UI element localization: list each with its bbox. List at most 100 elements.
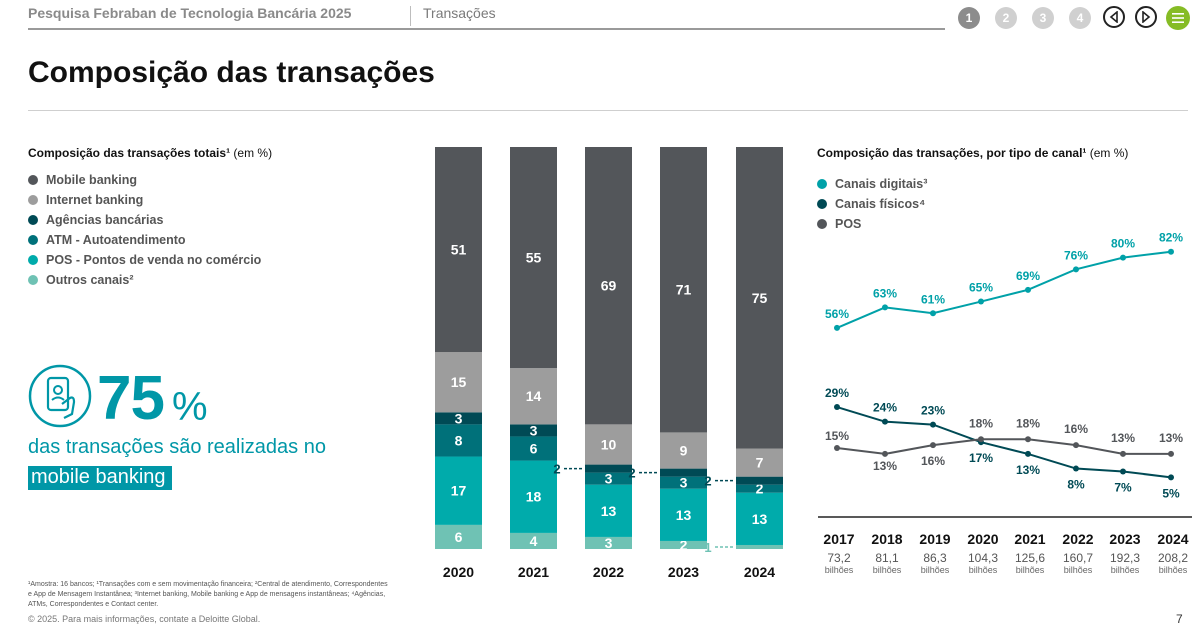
legend-dot	[28, 255, 38, 265]
total-unit: bilhões	[825, 565, 854, 575]
data-point	[1120, 468, 1126, 475]
page-button-1[interactable]: 1	[958, 7, 980, 29]
bar-segment	[435, 524, 482, 549]
mobile-banking-icon	[28, 364, 92, 428]
x-tick-label: 2023	[1109, 531, 1140, 547]
total-unit: bilhões	[1064, 565, 1093, 575]
bar-segment	[585, 484, 632, 537]
data-label: 2	[680, 537, 688, 553]
bar-segment	[510, 424, 557, 437]
bar-segment	[585, 424, 632, 465]
bar-segment	[660, 432, 707, 469]
bar-segment	[435, 147, 482, 353]
legend-canais-digitais: Canais digitais³	[817, 177, 927, 191]
data-label: 13%	[1111, 431, 1135, 445]
total-value: 208,2	[1158, 551, 1188, 565]
previous-button[interactable]	[1103, 6, 1125, 28]
total-value: 160,7	[1063, 551, 1093, 565]
data-label: 15%	[825, 429, 849, 443]
data-label: 80%	[1111, 237, 1135, 251]
data-label: 8%	[1067, 478, 1085, 492]
chevron-left-icon	[1109, 11, 1118, 23]
line-chart: 56% 63% 61% 65% 69% 76% 80% 82% 29% 24% 23% 17% 13% 8…	[818, 231, 1192, 575]
data-label: 3	[455, 410, 463, 426]
series-line	[836, 438, 1171, 455]
data-label: 3	[605, 471, 613, 487]
data-point	[930, 310, 936, 317]
data-label: 6	[530, 441, 538, 457]
total-value: 125,6	[1015, 551, 1045, 565]
data-point	[1025, 286, 1031, 293]
page-button-2[interactable]: 2	[995, 7, 1017, 29]
data-label: 16%	[921, 454, 945, 468]
bar-segment	[585, 464, 632, 473]
data-label: 24%	[873, 401, 897, 415]
highlight-number: 75	[97, 364, 165, 433]
menu-button[interactable]	[1166, 6, 1190, 30]
data-point	[1073, 266, 1079, 273]
data-label: 2	[628, 466, 635, 481]
data-point	[834, 404, 840, 411]
legend-dot	[28, 175, 38, 185]
page-number: 7	[1176, 612, 1183, 626]
header-divider	[410, 6, 411, 26]
data-point	[882, 418, 888, 425]
total-value: 86,3	[923, 551, 947, 565]
x-tick-label: 2023	[668, 564, 699, 580]
bar-segment	[585, 472, 632, 485]
data-label: 2	[553, 462, 560, 477]
highlight-emphasis: mobile banking	[28, 466, 172, 490]
data-label: 76%	[1064, 248, 1088, 262]
legend-mobile-banking: Mobile banking	[28, 173, 137, 187]
bar-segment	[585, 147, 632, 425]
legend-atm: ATM - Autoatendimento	[28, 233, 186, 247]
x-tick-label: 2021	[1014, 531, 1045, 547]
legend-dot	[817, 199, 827, 209]
footnote: ¹Amostra: 16 bancos; ¹Transações com e s…	[28, 581, 388, 608]
total-unit: bilhões	[921, 565, 950, 575]
data-label: 29%	[825, 386, 849, 400]
legend-pos-line: POS	[817, 217, 861, 231]
legend-canais-fisicos: Canais físicos⁴	[817, 197, 925, 211]
section-name: Transações	[423, 5, 496, 21]
legend-label: Canais físicos⁴	[835, 197, 926, 211]
total-unit: bilhões	[873, 565, 902, 575]
page-button-3[interactable]: 3	[1032, 7, 1054, 29]
total-value: 81,1	[875, 551, 899, 565]
data-label: 17	[451, 483, 467, 499]
next-button[interactable]	[1135, 6, 1157, 28]
legend-internet-banking: Internet banking	[28, 193, 143, 207]
data-label: 7	[756, 455, 764, 471]
chevron-right-icon	[1142, 11, 1151, 23]
x-tick-label: 2017	[823, 531, 854, 547]
data-label: 51	[451, 242, 467, 258]
data-label: 56%	[825, 307, 849, 321]
report-title: Pesquisa Febraban de Tecnologia Bancária…	[28, 5, 352, 21]
data-point	[834, 445, 840, 452]
bar-segment	[435, 352, 482, 413]
data-label: 3	[605, 535, 613, 551]
bar-segment	[736, 448, 783, 477]
hamburger-icon	[1172, 13, 1184, 23]
data-point	[1025, 450, 1031, 457]
bar-segment	[510, 368, 557, 425]
legend-label: POS - Pontos de venda no comércio	[46, 253, 262, 267]
x-tick-label: 2020	[443, 564, 474, 580]
data-label: 61%	[921, 292, 945, 306]
data-label: 18%	[969, 416, 993, 430]
data-label: 71	[676, 282, 692, 298]
x-tick-label: 2024	[1157, 531, 1188, 547]
x-tick-label: 2021	[518, 564, 549, 580]
bar-segment	[736, 492, 783, 545]
bar-segment	[660, 540, 707, 549]
bar-segment	[435, 412, 482, 425]
x-tick-label: 2022	[1062, 531, 1093, 547]
bar-segment	[585, 536, 632, 549]
page-button-4[interactable]: 4	[1069, 7, 1091, 29]
data-label: 55	[526, 250, 542, 266]
bar-segment	[510, 147, 557, 369]
legend-dot	[28, 215, 38, 225]
bar-segment	[510, 532, 557, 549]
legend-label: Internet banking	[46, 193, 144, 207]
legend-label: Outros canais²	[46, 273, 134, 287]
